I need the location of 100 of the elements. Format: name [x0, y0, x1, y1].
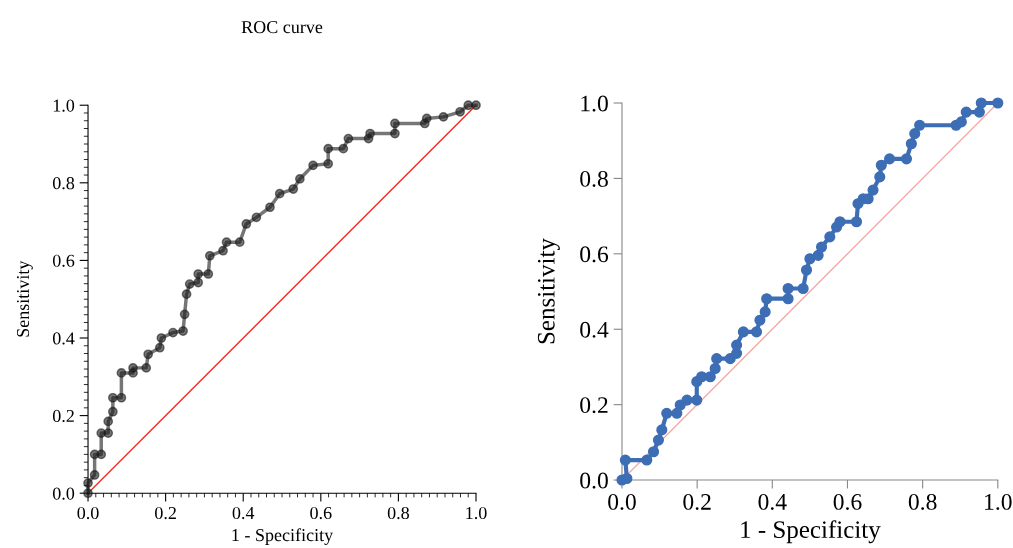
point — [323, 158, 334, 169]
point — [365, 128, 375, 139]
point — [691, 394, 703, 406]
point — [874, 171, 886, 183]
point — [992, 97, 1004, 109]
point — [251, 212, 262, 223]
point — [960, 106, 972, 118]
point — [905, 138, 917, 150]
point — [647, 446, 660, 458]
x-tick-label: 0.0 — [608, 493, 636, 510]
point — [295, 174, 305, 184]
point — [323, 143, 334, 154]
x-axis-title: 1 - Specificity — [232, 528, 334, 545]
point — [308, 160, 318, 171]
point — [143, 349, 154, 360]
point — [103, 428, 114, 438]
x-tick-label: 0.4 — [232, 506, 255, 520]
point — [824, 231, 836, 243]
point — [221, 237, 232, 248]
point — [797, 282, 809, 295]
y-tick-label: 0.4 — [580, 321, 609, 338]
point — [96, 449, 107, 460]
point — [652, 434, 664, 446]
point — [390, 128, 400, 139]
y-tick-label: 1.0 — [53, 99, 75, 112]
y-tick-label: 1.0 — [581, 95, 608, 112]
point — [661, 407, 673, 419]
point — [759, 306, 771, 318]
point — [83, 478, 93, 488]
point — [754, 314, 766, 326]
y-tick-label: 0.4 — [52, 332, 75, 345]
x-tick-label: 0.4 — [758, 493, 787, 510]
point — [288, 184, 299, 194]
point — [168, 327, 178, 338]
y-tick-label: 0.2 — [580, 397, 608, 414]
point — [107, 406, 118, 417]
y-axis-title: Sensitivity — [537, 238, 560, 344]
point — [184, 279, 195, 289]
point — [975, 97, 987, 109]
point — [390, 118, 400, 129]
point — [218, 245, 228, 256]
point — [914, 119, 926, 131]
point — [737, 326, 749, 338]
x-axis-title: 1 - Specificity — [741, 520, 881, 544]
point — [709, 362, 721, 375]
point — [274, 188, 285, 199]
point — [671, 407, 683, 419]
point — [711, 353, 723, 365]
point — [156, 333, 167, 343]
point — [103, 416, 114, 427]
point — [471, 100, 481, 111]
point — [731, 339, 743, 351]
x-tick-label: 1.0 — [985, 493, 1012, 510]
x-tick-label: 0.2 — [683, 493, 711, 510]
point — [116, 368, 127, 378]
x-tick-label: 0.0 — [77, 506, 99, 520]
point — [455, 106, 465, 117]
point — [761, 293, 773, 305]
y-tick-label: 0.0 — [580, 472, 608, 489]
point — [83, 488, 93, 499]
y-tick-label: 0.2 — [52, 409, 74, 423]
point — [812, 249, 824, 261]
chart-title: ROC curve — [241, 21, 323, 34]
point — [179, 309, 190, 320]
point — [203, 269, 214, 279]
point — [681, 394, 693, 406]
point — [641, 454, 653, 466]
point — [181, 289, 192, 300]
point — [193, 269, 204, 279]
point — [900, 153, 913, 165]
point — [782, 293, 794, 305]
point — [338, 143, 349, 154]
x-tick-label: 0.8 — [387, 506, 410, 520]
point — [973, 106, 985, 118]
x-tick-label: 1.0 — [466, 506, 487, 520]
point — [116, 392, 127, 403]
point — [154, 342, 165, 353]
point — [656, 424, 668, 436]
point — [955, 116, 967, 128]
point — [867, 184, 879, 196]
x-tick-label: 0.6 — [833, 493, 862, 510]
y-tick-label: 0.8 — [580, 170, 608, 187]
point — [619, 454, 631, 466]
point — [815, 241, 828, 253]
point — [178, 326, 188, 336]
point — [421, 113, 432, 124]
x-tick-label: 0.2 — [155, 506, 176, 520]
point — [343, 133, 354, 144]
y-tick-label: 0.6 — [580, 246, 609, 263]
point — [438, 111, 449, 122]
point — [834, 216, 846, 228]
point — [193, 277, 204, 288]
x-tick-label: 0.6 — [310, 506, 332, 520]
point — [884, 153, 896, 165]
point — [234, 237, 245, 248]
point — [909, 128, 921, 140]
y-tick-label: 0.8 — [52, 177, 75, 190]
point — [621, 472, 633, 485]
point — [804, 253, 816, 265]
point — [782, 282, 794, 295]
